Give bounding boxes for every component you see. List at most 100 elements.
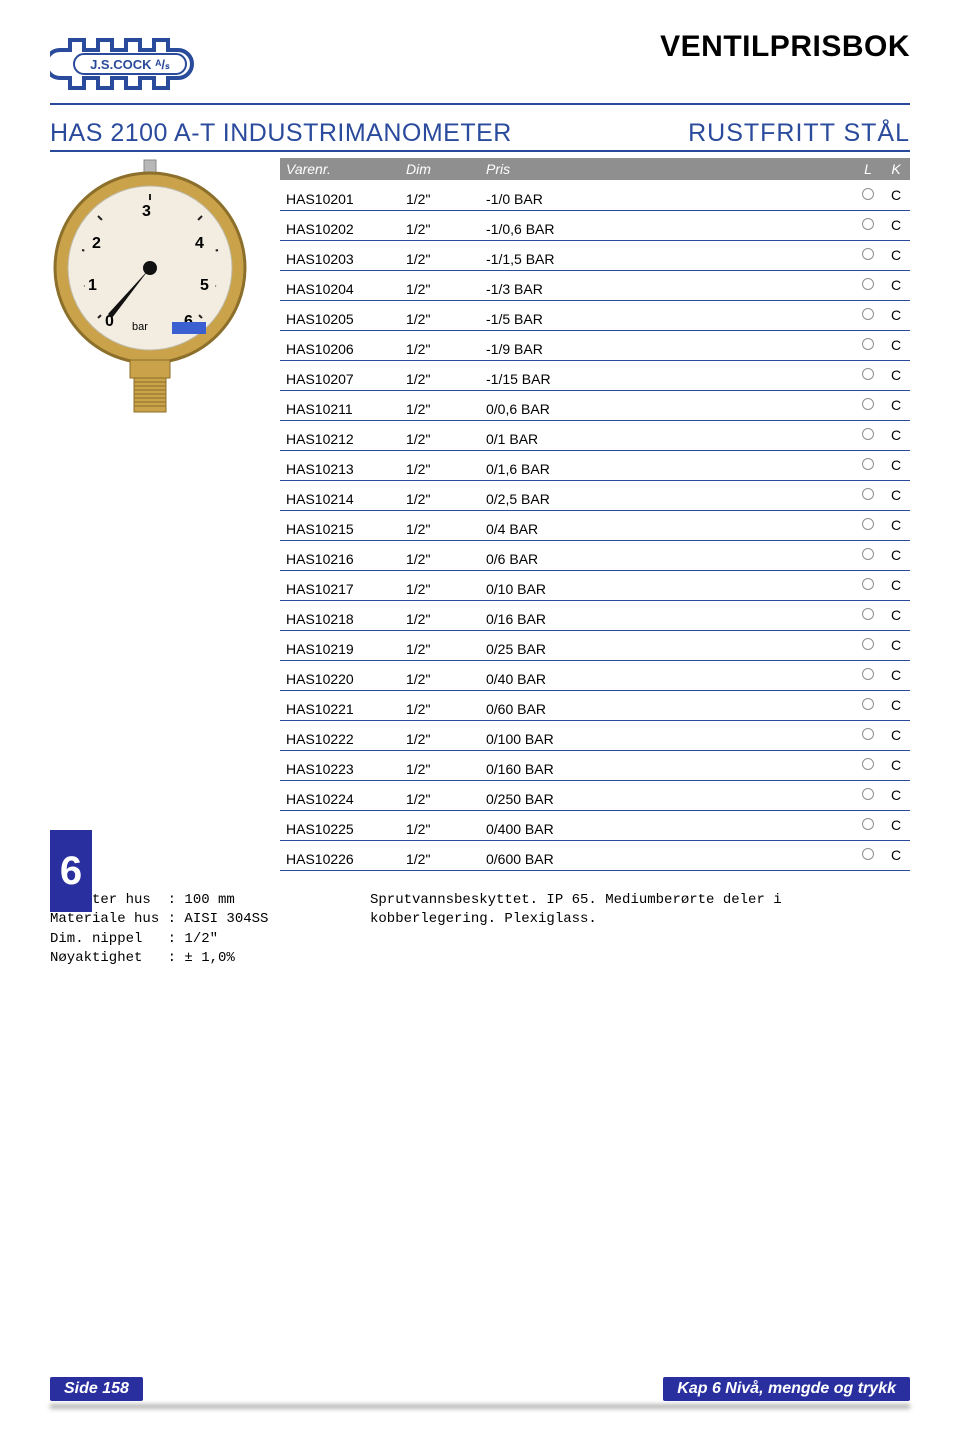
brand-logo: J.S.COCK ᴬ/ₛ: [50, 30, 210, 95]
th-varenr: Varenr.: [280, 158, 400, 180]
cell-k: C: [882, 840, 910, 870]
table-row: HAS102161/2"0/6 BARC: [280, 540, 910, 570]
product-image: 0 1 2 3 4 5 6 bar: [50, 158, 280, 423]
cell-k: C: [882, 240, 910, 270]
price-table: Varenr. Dim Pris L K HAS102011/2"-1/0 BA…: [280, 158, 910, 871]
cell-dim: 1/2": [400, 660, 480, 690]
cell-k: C: [882, 690, 910, 720]
cell-l: [854, 330, 882, 360]
specs-block: Diameter hus : 100 mmMateriale hus : AIS…: [50, 891, 370, 969]
circle-icon: [862, 398, 874, 410]
table-row: HAS102171/2"0/10 BARC: [280, 570, 910, 600]
chapter-tab: 6: [50, 830, 92, 912]
section-title-left: HAS 2100 A-T INDUSTRIMANOMETER: [50, 119, 512, 148]
table-row: HAS102011/2"-1/0 BARC: [280, 180, 910, 210]
cell-k: C: [882, 360, 910, 390]
cell-l: [854, 720, 882, 750]
footer-shadow: [50, 1404, 910, 1409]
circle-icon: [862, 788, 874, 800]
cell-l: [854, 840, 882, 870]
th-pris: Pris: [480, 158, 854, 180]
svg-text:1: 1: [88, 277, 97, 294]
cell-dim: 1/2": [400, 630, 480, 660]
cell-varenr: HAS10201: [280, 180, 400, 210]
circle-icon: [862, 578, 874, 590]
cell-l: [854, 750, 882, 780]
circle-icon: [862, 278, 874, 290]
table-row: HAS102121/2"0/1 BARC: [280, 420, 910, 450]
cell-pris: -1/9 BAR: [480, 330, 854, 360]
circle-icon: [862, 818, 874, 830]
cell-l: [854, 390, 882, 420]
cell-l: [854, 420, 882, 450]
cell-dim: 1/2": [400, 240, 480, 270]
cell-pris: -1/5 BAR: [480, 300, 854, 330]
cell-dim: 1/2": [400, 690, 480, 720]
cell-varenr: HAS10223: [280, 750, 400, 780]
svg-text:3: 3: [142, 203, 151, 220]
cell-pris: -1/1,5 BAR: [480, 240, 854, 270]
spec-line: Nøyaktighet : ± 1,0%: [50, 949, 370, 969]
circle-icon: [862, 338, 874, 350]
cell-varenr: HAS10224: [280, 780, 400, 810]
cell-varenr: HAS10217: [280, 570, 400, 600]
table-row: HAS102191/2"0/25 BARC: [280, 630, 910, 660]
cell-varenr: HAS10219: [280, 630, 400, 660]
cell-pris: 0/0,6 BAR: [480, 390, 854, 420]
cell-varenr: HAS10206: [280, 330, 400, 360]
cell-dim: 1/2": [400, 480, 480, 510]
cell-k: C: [882, 210, 910, 240]
table-row: HAS102111/2"0/0,6 BARC: [280, 390, 910, 420]
cell-k: C: [882, 540, 910, 570]
cell-dim: 1/2": [400, 570, 480, 600]
cell-varenr: HAS10203: [280, 240, 400, 270]
cell-l: [854, 360, 882, 390]
cell-varenr: HAS10211: [280, 390, 400, 420]
cell-k: C: [882, 480, 910, 510]
cell-pris: 0/400 BAR: [480, 810, 854, 840]
cell-k: C: [882, 780, 910, 810]
table-row: HAS102251/2"0/400 BARC: [280, 810, 910, 840]
cell-dim: 1/2": [400, 390, 480, 420]
cell-dim: 1/2": [400, 600, 480, 630]
circle-icon: [862, 608, 874, 620]
cell-l: [854, 180, 882, 210]
cell-pris: 0/1 BAR: [480, 420, 854, 450]
circle-icon: [862, 428, 874, 440]
cell-dim: 1/2": [400, 360, 480, 390]
table-header-row: Varenr. Dim Pris L K: [280, 158, 910, 180]
cell-varenr: HAS10215: [280, 510, 400, 540]
svg-text:bar: bar: [132, 321, 148, 333]
cell-k: C: [882, 810, 910, 840]
cell-k: C: [882, 450, 910, 480]
cell-varenr: HAS10222: [280, 720, 400, 750]
cell-l: [854, 660, 882, 690]
cell-k: C: [882, 180, 910, 210]
circle-icon: [862, 758, 874, 770]
page-footer: Side 158 Kap 6 Nivå, mengde og trykk: [0, 1377, 960, 1401]
circle-icon: [862, 728, 874, 740]
cell-k: C: [882, 750, 910, 780]
cell-pris: -1/0 BAR: [480, 180, 854, 210]
table-row: HAS102221/2"0/100 BARC: [280, 720, 910, 750]
footer-page: Side 158: [50, 1377, 143, 1401]
cell-dim: 1/2": [400, 270, 480, 300]
cell-pris: 0/60 BAR: [480, 690, 854, 720]
cell-l: [854, 780, 882, 810]
circle-icon: [862, 368, 874, 380]
cell-varenr: HAS10205: [280, 300, 400, 330]
cell-varenr: HAS10225: [280, 810, 400, 840]
cell-l: [854, 630, 882, 660]
table-row: HAS102181/2"0/16 BARC: [280, 600, 910, 630]
table-row: HAS102021/2"-1/0,6 BARC: [280, 210, 910, 240]
cell-pris: 0/1,6 BAR: [480, 450, 854, 480]
cell-pris: -1/15 BAR: [480, 360, 854, 390]
description-text: Sprutvannsbeskyttet. IP 65. Mediumberørt…: [370, 891, 910, 969]
table-row: HAS102201/2"0/40 BARC: [280, 660, 910, 690]
cell-l: [854, 810, 882, 840]
table-row: HAS102141/2"0/2,5 BARC: [280, 480, 910, 510]
cell-l: [854, 210, 882, 240]
table-row: HAS102231/2"0/160 BARC: [280, 750, 910, 780]
brand-title: VENTILPRISBOK: [660, 30, 910, 64]
cell-pris: 0/100 BAR: [480, 720, 854, 750]
